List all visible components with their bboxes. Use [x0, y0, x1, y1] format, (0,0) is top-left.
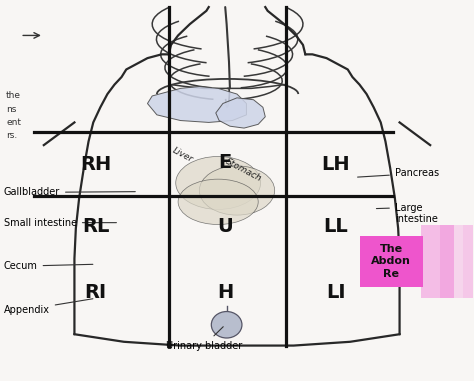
Ellipse shape: [178, 179, 258, 224]
Text: Pancreas: Pancreas: [357, 168, 439, 178]
Text: RL: RL: [82, 217, 109, 236]
Text: Stomach: Stomach: [224, 156, 264, 183]
Text: Gallbladder: Gallbladder: [4, 187, 135, 197]
Text: RI: RI: [84, 283, 107, 302]
FancyBboxPatch shape: [421, 224, 454, 298]
Text: U: U: [218, 217, 233, 236]
Text: rs.: rs.: [6, 131, 18, 140]
FancyBboxPatch shape: [439, 224, 474, 298]
Text: Liver: Liver: [171, 146, 195, 164]
FancyBboxPatch shape: [463, 224, 474, 298]
Polygon shape: [147, 86, 246, 122]
Text: Small intestine: Small intestine: [4, 218, 117, 228]
Text: LL: LL: [324, 217, 348, 236]
Text: RH: RH: [80, 155, 111, 173]
Text: Large: Large: [376, 203, 422, 213]
Ellipse shape: [211, 312, 242, 338]
Text: Appendix: Appendix: [4, 299, 93, 315]
Text: Re: Re: [383, 269, 399, 279]
Text: The: The: [380, 244, 403, 254]
Ellipse shape: [176, 157, 261, 210]
Text: Abdon: Abdon: [372, 256, 411, 266]
Text: E: E: [219, 153, 232, 171]
Text: ent: ent: [6, 118, 21, 127]
FancyBboxPatch shape: [359, 236, 423, 287]
Text: LH: LH: [322, 155, 350, 173]
Text: intestine: intestine: [395, 214, 438, 224]
Text: the: the: [6, 91, 21, 101]
Text: Urinary bladder: Urinary bladder: [166, 327, 242, 351]
Polygon shape: [216, 98, 265, 128]
Text: LI: LI: [326, 283, 346, 302]
Text: ns: ns: [6, 105, 17, 114]
Text: H: H: [217, 283, 233, 302]
Ellipse shape: [199, 166, 275, 215]
Text: Cecum: Cecum: [4, 261, 93, 271]
